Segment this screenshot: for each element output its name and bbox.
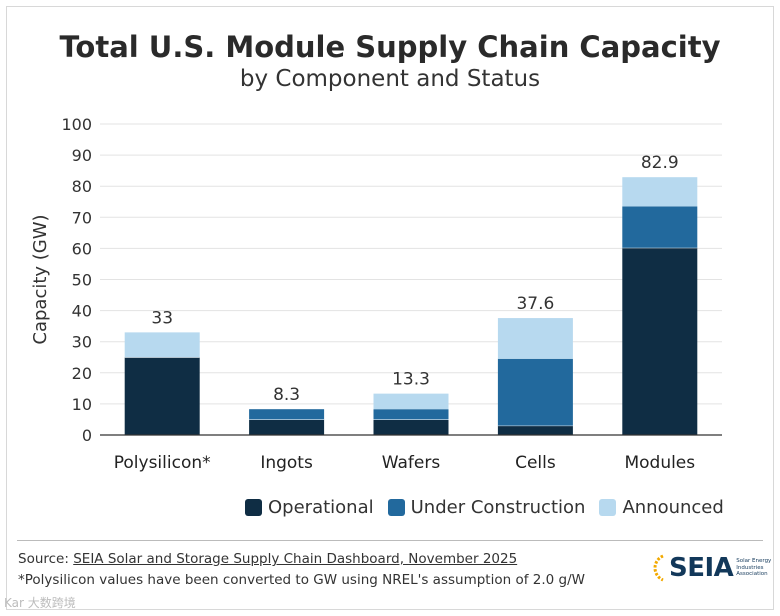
legend-swatch-operational <box>245 499 262 516</box>
bar-modules-operational <box>622 247 698 435</box>
y-tick-label-20: 20 <box>72 364 92 383</box>
bar-cells-under-construction <box>497 358 573 426</box>
legend: Operational Under Construction Announced <box>245 497 738 518</box>
legend-label-announced: Announced <box>622 497 724 518</box>
bar-polysilicon-announced <box>124 332 200 358</box>
chart-title: Total U.S. Module Supply Chain Capacity <box>59 30 721 64</box>
bar-modules-under-construction <box>622 206 698 248</box>
bar-cells-operational <box>497 425 573 435</box>
x-tick-label-modules: Modules <box>624 453 695 473</box>
logo-text: SEIA <box>669 553 734 583</box>
bar-ingots-operational <box>249 419 325 435</box>
legend-swatch-announced <box>599 499 617 516</box>
legend-label-under-construction: Under Construction <box>410 497 586 518</box>
logo-tagline: Solar Energy Industries Association <box>736 558 772 578</box>
x-tick-label-ingots: Ingots <box>260 453 313 473</box>
source-line: Source: SEIA Solar and Storage Supply Ch… <box>18 551 517 567</box>
total-label-modules: 82.9 <box>641 153 679 173</box>
y-tick-label-0: 0 <box>82 426 92 445</box>
y-tick-label-60: 60 <box>72 239 92 258</box>
bar-ingots-under-construction <box>249 409 325 420</box>
y-tick-label-40: 40 <box>72 302 92 321</box>
bar-polysilicon-operational <box>124 357 200 435</box>
y-tick-label-90: 90 <box>72 146 92 165</box>
bar-wafers-announced <box>373 393 449 410</box>
y-tick-label-70: 70 <box>72 208 92 227</box>
total-label-ingots: 8.3 <box>273 385 300 405</box>
chart-svg: 0 10 20 30 40 50 60 70 80 90 100 Capacity (GW) 33 Pol… <box>30 115 722 473</box>
total-label-polysilicon: 33 <box>151 308 173 328</box>
bar-cells-announced <box>497 318 573 359</box>
y-tick-label-10: 10 <box>72 395 92 414</box>
x-tick-label-wafers: Wafers <box>382 453 441 473</box>
chart-frame <box>6 6 774 610</box>
bar-modules-announced <box>622 177 698 207</box>
chart-subtitle: by Component and Status <box>239 66 541 92</box>
source-prefix: Source: <box>18 551 74 567</box>
total-label-cells: 37.6 <box>516 294 554 314</box>
legend-swatch-under-construction <box>387 499 405 516</box>
y-axis-label: Capacity (GW) <box>30 214 51 344</box>
y-tick-label-50: 50 <box>72 271 92 290</box>
y-tick-label-80: 80 <box>72 177 92 196</box>
legend-item-under-construction: Under Construction <box>387 497 586 518</box>
bar-wafers-under-construction <box>373 409 449 420</box>
legend-label-operational: Operational <box>268 497 374 518</box>
sun-arc-icon <box>653 554 664 582</box>
watermark: Kar 大数跨境 <box>4 596 76 610</box>
seia-logo: SEIA Solar Energy Industries Association <box>645 553 780 583</box>
y-tick-label-30: 30 <box>72 333 92 352</box>
y-tick-label-100: 100 <box>61 115 92 134</box>
x-tick-label-polysilicon: Polysilicon* <box>114 453 211 473</box>
legend-item-announced: Announced <box>599 497 724 518</box>
footnote: *Polysilicon values have been converted … <box>18 572 585 588</box>
total-label-wafers: 13.3 <box>392 370 430 390</box>
x-tick-label-cells: Cells <box>515 453 556 473</box>
footer-divider <box>17 540 763 541</box>
source-link[interactable]: SEIA Solar and Storage Supply Chain Dash… <box>73 551 518 567</box>
bar-wafers-operational <box>373 419 449 435</box>
legend-item-operational: Operational <box>245 497 374 518</box>
